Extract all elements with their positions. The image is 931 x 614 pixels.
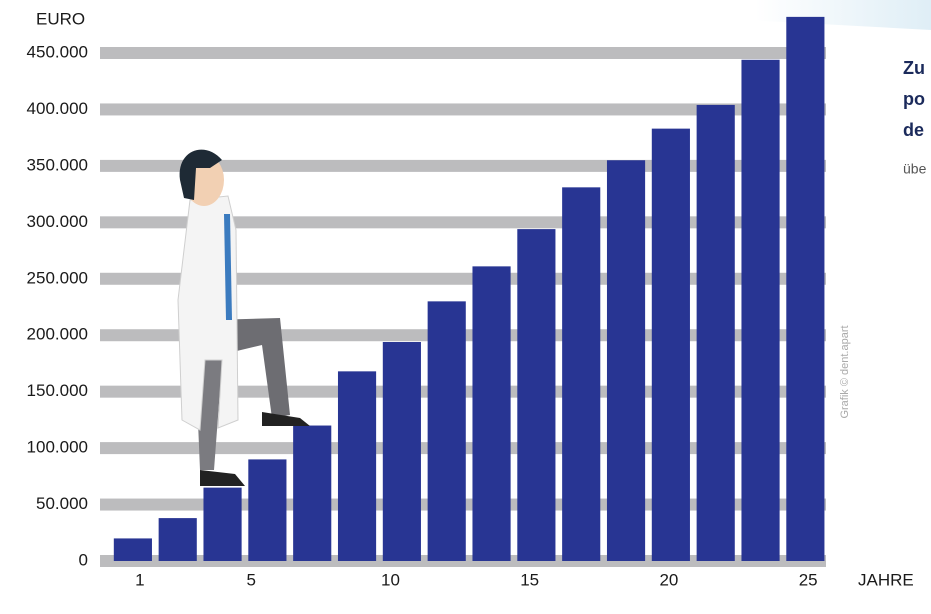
side-text: de — [903, 120, 924, 140]
y-tick-label: 150.000 — [27, 381, 88, 400]
x-tick-label: 15 — [520, 570, 539, 589]
bar — [651, 128, 690, 561]
bar — [382, 341, 421, 561]
bar — [293, 425, 332, 561]
x-tick-label: 10 — [381, 570, 400, 589]
y-tick-label: 0 — [79, 550, 88, 569]
bar — [696, 104, 735, 561]
y-tick-label: 400.000 — [27, 99, 88, 118]
y-tick-label: 350.000 — [27, 155, 88, 174]
bar — [337, 371, 377, 561]
credit: Grafik © dent.apart — [839, 325, 851, 418]
x-tick-label: 25 — [799, 570, 818, 589]
bar — [203, 487, 242, 561]
bar — [517, 229, 556, 561]
bar — [248, 459, 287, 561]
bar — [158, 518, 197, 561]
y-tick-label: 100.000 — [27, 438, 88, 457]
doctor-illustration — [177, 149, 310, 486]
side-text: übe — [903, 161, 927, 177]
y-tick-label: 300.000 — [27, 212, 88, 231]
bar — [786, 16, 825, 562]
grid-line — [100, 103, 826, 116]
x-axis-label: JAHRE — [858, 570, 914, 589]
plot-area: 0 50.000 100.000 150.000 200.000 250.000 300.0… — [27, 16, 826, 589]
y-tick-label: 250.000 — [27, 268, 88, 287]
bar — [606, 160, 646, 561]
x-tick-label: 20 — [659, 570, 678, 589]
side-text: Zu — [903, 58, 925, 78]
background-accent — [540, 0, 931, 30]
bar — [741, 59, 780, 561]
y-tick-label: 450.000 — [27, 42, 88, 61]
x-tick-label: 1 — [135, 570, 144, 589]
y-tick-label: 50.000 — [36, 494, 88, 513]
y-tick-label: 200.000 — [27, 325, 88, 344]
y-axis-label: EURO — [36, 9, 85, 28]
bar — [472, 266, 511, 561]
grid-line — [100, 47, 826, 59]
side-text: po — [903, 89, 925, 109]
bar — [427, 301, 466, 561]
bar — [113, 538, 152, 561]
bar — [562, 187, 601, 562]
x-tick-label: 5 — [246, 570, 255, 589]
